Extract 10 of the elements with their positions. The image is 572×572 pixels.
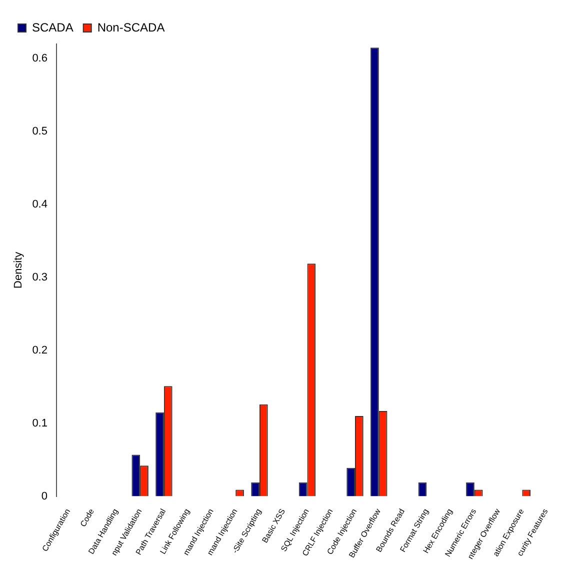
y-tick-label: 0: [41, 490, 48, 502]
y-tick-label: 0.6: [32, 52, 48, 65]
y-tick-label: 0.2: [32, 344, 48, 356]
legend-label: Non-SCADA: [97, 20, 165, 34]
y-tick-label: 0.4: [32, 198, 48, 211]
y-tick-label: 0.3: [32, 271, 48, 284]
y-axis-title: Density: [12, 251, 25, 288]
y-tick-label: 0.5: [32, 126, 48, 138]
y-tick-label: 0.1: [32, 417, 48, 430]
legend-label: SCADA: [32, 20, 74, 34]
